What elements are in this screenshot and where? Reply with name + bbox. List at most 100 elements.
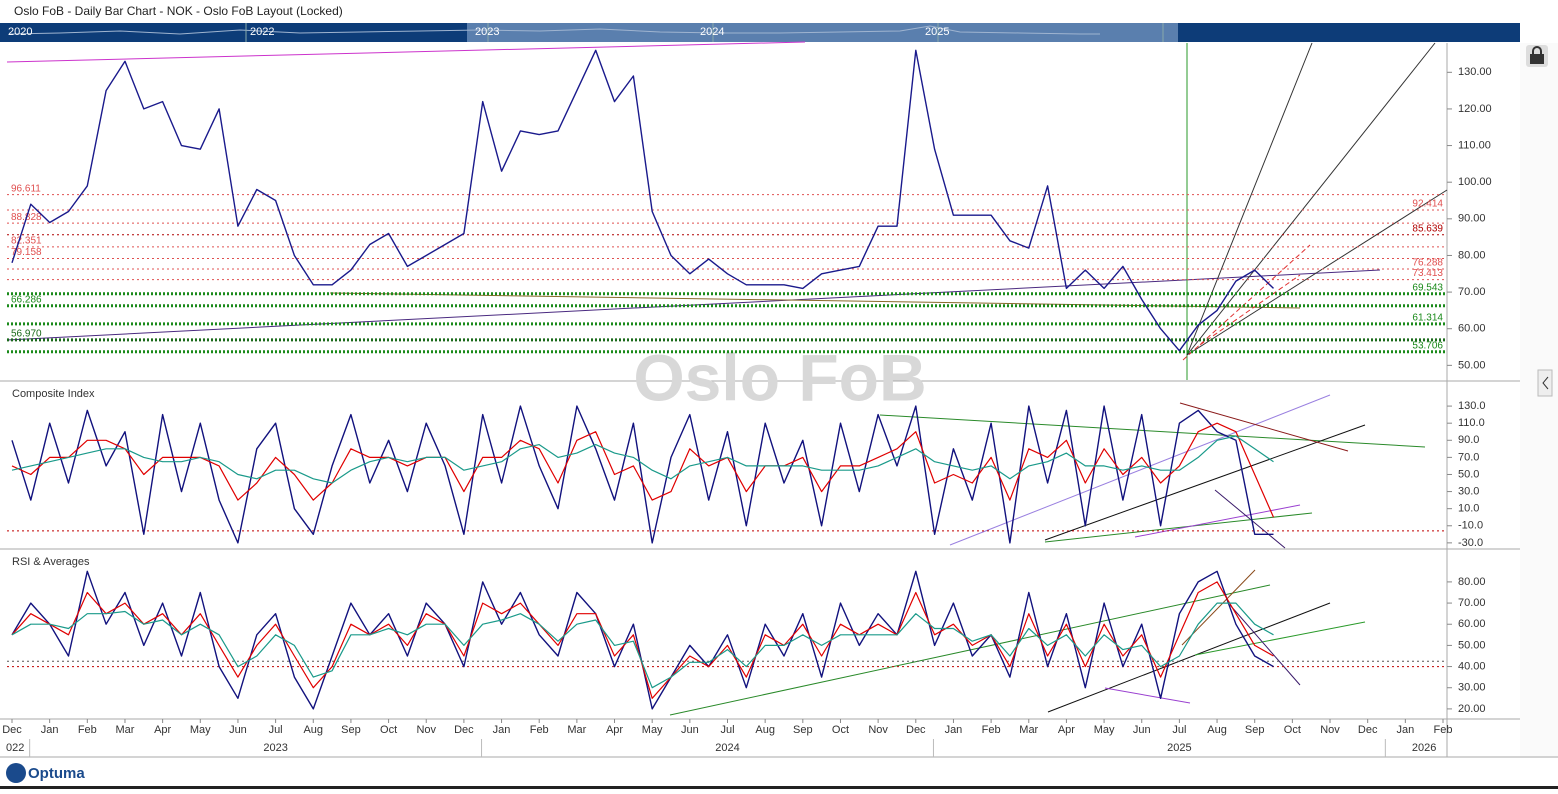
level-label: 56.970 bbox=[11, 328, 42, 339]
x-tick-label: Sep bbox=[1245, 724, 1265, 736]
level-label: 96.611 bbox=[11, 183, 41, 194]
trend-line bbox=[6, 41, 806, 63]
trend-line bbox=[879, 414, 1426, 448]
x-tick-label: Dec bbox=[2, 724, 22, 736]
y-tick-label: 60.00 bbox=[1458, 618, 1486, 630]
x-tick-label: Nov bbox=[868, 724, 888, 736]
navigator-year: 2025 bbox=[925, 26, 949, 38]
panel-title: Composite Index bbox=[12, 388, 95, 400]
x-tick-label: Jan bbox=[1396, 724, 1414, 736]
collapse-arrow bbox=[1542, 376, 1549, 390]
x-tick-label: Aug bbox=[1207, 724, 1227, 736]
trend-line bbox=[1199, 274, 1301, 346]
y-tick-label: 40.00 bbox=[1458, 660, 1486, 672]
series-line bbox=[11, 581, 1274, 699]
x-tick-label: Dec bbox=[1358, 724, 1378, 736]
x-tick-label: Feb bbox=[530, 724, 549, 736]
y-tick-label: -10.0 bbox=[1458, 520, 1483, 532]
level-label: 82.351 bbox=[11, 235, 42, 246]
level-label: 92.414 bbox=[1412, 199, 1443, 210]
x-tick-label: Oct bbox=[380, 724, 397, 736]
collapse-button[interactable] bbox=[1537, 369, 1553, 397]
x-tick-label: Jan bbox=[493, 724, 511, 736]
y-tick-label: 50.00 bbox=[1458, 639, 1486, 651]
fan-line bbox=[1186, 42, 1313, 356]
x-tick-label: Jul bbox=[1172, 724, 1186, 736]
trend-line bbox=[1104, 687, 1191, 704]
navigator-year: 2023 bbox=[475, 26, 499, 38]
x-year-label: 2024 bbox=[715, 742, 739, 754]
y-tick-label: 30.0 bbox=[1458, 485, 1479, 497]
x-tick-label: May bbox=[190, 724, 211, 736]
x-tick-label: Apr bbox=[606, 724, 623, 736]
x-tick-label: Jun bbox=[229, 724, 247, 736]
navigator-year: 2022 bbox=[250, 26, 274, 38]
level-label: 79.158 bbox=[11, 247, 42, 258]
level-label: 53.706 bbox=[1412, 340, 1443, 351]
y-tick-label: 120.00 bbox=[1458, 103, 1492, 115]
y-tick-label: 60.00 bbox=[1458, 323, 1486, 335]
x-year-label: 2025 bbox=[1167, 742, 1191, 754]
x-tick-label: Apr bbox=[1058, 724, 1075, 736]
x-tick-label: Dec bbox=[906, 724, 926, 736]
level-label: 85.639 bbox=[1412, 223, 1443, 234]
lock-icon[interactable] bbox=[1526, 45, 1548, 67]
series-line bbox=[11, 49, 1274, 352]
panel-title: RSI & Averages bbox=[12, 556, 90, 568]
navigator-year: 2020 bbox=[8, 26, 32, 38]
footer bbox=[0, 758, 1558, 789]
x-tick-label: Apr bbox=[154, 724, 171, 736]
x-tick-label: Jun bbox=[1133, 724, 1151, 736]
trend-line bbox=[1044, 424, 1366, 541]
y-tick-label: 130.0 bbox=[1458, 400, 1486, 412]
y-tick-label: 70.0 bbox=[1458, 451, 1479, 463]
x-tick-label: Oct bbox=[832, 724, 849, 736]
x-tick-label: Jul bbox=[269, 724, 283, 736]
y-tick-label: 50.00 bbox=[1458, 359, 1486, 371]
fan-line bbox=[1186, 42, 1436, 356]
y-tick-label: 70.00 bbox=[1458, 597, 1486, 609]
trend-line bbox=[1229, 604, 1301, 686]
series-line bbox=[11, 602, 1274, 689]
x-tick-label: Jan bbox=[945, 724, 963, 736]
navigator-wave bbox=[9, 25, 1100, 35]
x-tick-label: Jun bbox=[681, 724, 699, 736]
x-year-label: 2023 bbox=[263, 742, 287, 754]
y-tick-label: 80.00 bbox=[1458, 576, 1486, 588]
sidebar bbox=[1520, 43, 1558, 758]
x-tick-label: Sep bbox=[793, 724, 813, 736]
y-tick-label: 30.00 bbox=[1458, 682, 1486, 694]
logo-mark bbox=[6, 763, 26, 783]
x-tick-label: Dec bbox=[454, 724, 474, 736]
y-tick-label: 110.00 bbox=[1458, 139, 1491, 151]
y-tick-label: 100.00 bbox=[1458, 176, 1492, 188]
level-label: 73.413 bbox=[1412, 268, 1443, 279]
fan-line bbox=[1186, 189, 1448, 356]
y-tick-label: 90.00 bbox=[1458, 213, 1486, 225]
x-tick-label: Jul bbox=[720, 724, 734, 736]
x-tick-label: Feb bbox=[78, 724, 97, 736]
trend-line bbox=[1181, 569, 1256, 646]
x-tick-label: May bbox=[1094, 724, 1115, 736]
x-tick-label: Sep bbox=[341, 724, 361, 736]
x-tick-label: Oct bbox=[1284, 724, 1301, 736]
trend-line bbox=[1044, 512, 1313, 543]
y-tick-label: 10.0 bbox=[1458, 503, 1479, 515]
x-tick-label: Nov bbox=[1320, 724, 1340, 736]
y-tick-label: 130.00 bbox=[1458, 66, 1492, 78]
trend-line bbox=[1134, 504, 1301, 538]
logo: Optuma bbox=[28, 765, 85, 782]
x-tick-label: Mar bbox=[567, 724, 586, 736]
y-tick-label: 110.0 bbox=[1458, 417, 1485, 429]
x-tick-label: Jan bbox=[41, 724, 59, 736]
x-tick-label: Aug bbox=[755, 724, 775, 736]
x-tick-label: Mar bbox=[115, 724, 134, 736]
y-tick-label: 70.00 bbox=[1458, 286, 1486, 298]
trend-line bbox=[1047, 602, 1331, 713]
trend-line bbox=[329, 292, 1301, 309]
level-label: 76.288 bbox=[1412, 258, 1443, 269]
x-year-label: 2026 bbox=[1412, 742, 1436, 754]
series-line bbox=[11, 435, 1274, 484]
